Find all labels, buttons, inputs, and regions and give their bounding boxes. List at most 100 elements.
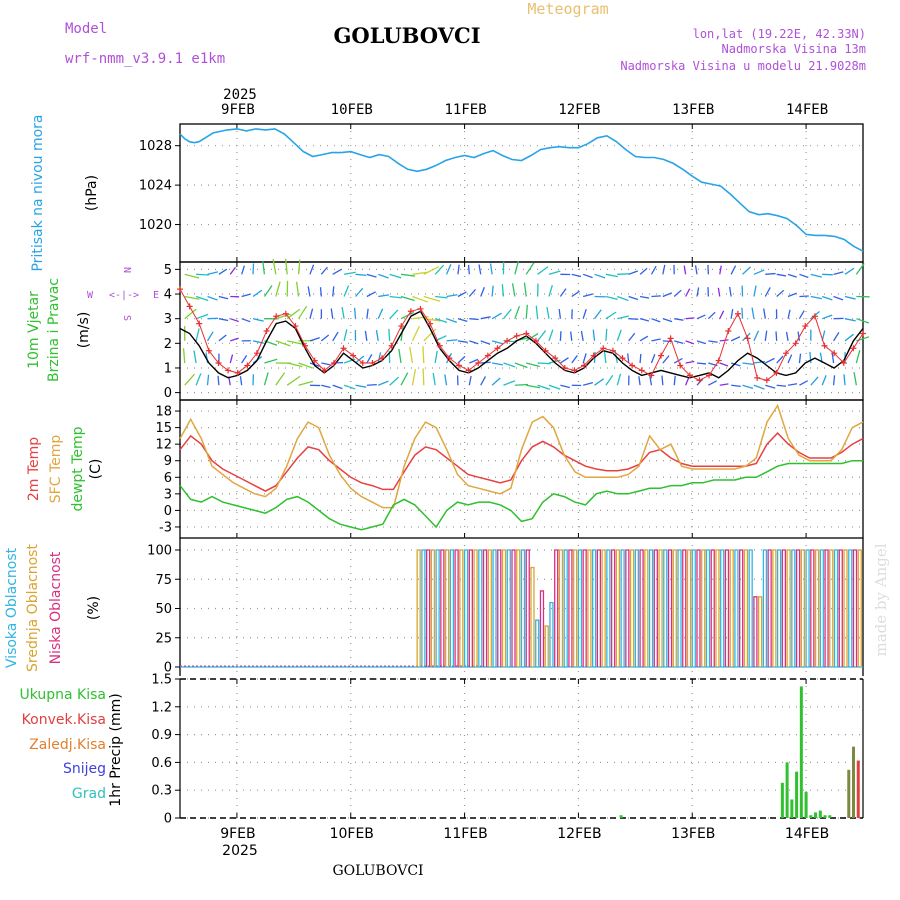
wind-arrow bbox=[719, 265, 722, 275]
wind-arrow bbox=[366, 354, 373, 364]
wind-arrow bbox=[366, 273, 377, 278]
wind-arrow bbox=[446, 339, 458, 342]
wind-arrow bbox=[526, 384, 541, 389]
wind-arrow bbox=[833, 295, 844, 301]
wind-arrow bbox=[457, 264, 460, 275]
wind-gust-marker bbox=[484, 352, 491, 359]
top-day-label: 9FEB bbox=[221, 102, 255, 118]
cloud-bar bbox=[610, 549, 616, 667]
wind-arrow bbox=[287, 340, 303, 345]
wind-gust-marker bbox=[667, 335, 674, 342]
wind-gust-marker bbox=[215, 360, 222, 367]
wind-arrow bbox=[558, 308, 562, 319]
wind-arrow bbox=[422, 368, 425, 386]
model-name: wrf-nmm_v3.9.1 e1km bbox=[65, 51, 225, 67]
wind-arrow bbox=[525, 262, 535, 275]
wind-arrow bbox=[230, 318, 239, 323]
wind-gust-marker bbox=[292, 323, 299, 330]
wind-arrow bbox=[206, 374, 210, 386]
wind-arrow bbox=[434, 318, 448, 323]
wind-arrow bbox=[844, 295, 856, 300]
cloud-bar bbox=[843, 549, 848, 667]
wind-arrow bbox=[685, 360, 695, 364]
wind-arrow bbox=[582, 353, 587, 364]
wind-gust-marker bbox=[253, 350, 260, 357]
wind-arrow bbox=[685, 288, 691, 297]
wind-arrow bbox=[480, 340, 491, 345]
wind-arrow bbox=[753, 330, 760, 342]
wind-arrow bbox=[696, 362, 707, 365]
wind-gust-marker bbox=[225, 367, 232, 374]
wind-gust-marker bbox=[638, 367, 645, 374]
cloud-bar bbox=[686, 549, 692, 667]
bottom-year-label: 2025 bbox=[222, 843, 258, 859]
wind-panel: 5 4 3 2 1 0 10m Vjetar Brzina i Pravac (m/s) N S W E… bbox=[26, 258, 870, 401]
wind-arrow bbox=[548, 284, 553, 297]
wind-gust-marker bbox=[725, 328, 732, 334]
precip-bar bbox=[619, 815, 623, 818]
wind-gust-marker bbox=[561, 364, 568, 371]
cloud-bars bbox=[416, 549, 862, 667]
location-title: GOLUBOVCI bbox=[333, 23, 480, 48]
cloud-bar bbox=[791, 549, 796, 667]
wind-arrow bbox=[218, 268, 228, 275]
cloud-bar bbox=[421, 549, 426, 667]
cloud-bar bbox=[629, 549, 635, 667]
wind-gust-marker bbox=[686, 372, 693, 379]
wind-arrow bbox=[389, 309, 399, 320]
cloud-bar bbox=[772, 549, 777, 667]
wind-arrow bbox=[594, 273, 606, 279]
cloud-bar bbox=[558, 549, 564, 667]
wind-gust-marker bbox=[407, 308, 414, 315]
wind-arrow bbox=[217, 375, 220, 386]
wind-arrow bbox=[525, 332, 539, 342]
cloud-bar bbox=[539, 590, 545, 667]
wind-arrow bbox=[776, 273, 787, 277]
wind-gust-marker bbox=[657, 352, 664, 359]
wind-gust-marker bbox=[475, 360, 482, 367]
wind-arrow bbox=[241, 355, 248, 364]
ytick-label: 4 bbox=[164, 288, 172, 303]
wind-arrow bbox=[594, 309, 602, 320]
wind-arrow bbox=[193, 350, 197, 364]
wind-arrow bbox=[673, 289, 682, 297]
ytick-label: 1020 bbox=[139, 218, 172, 233]
cloud-bar bbox=[758, 596, 763, 667]
wind-arrow bbox=[491, 285, 494, 297]
wind-arrows bbox=[182, 258, 870, 390]
top-day-label: 13FEB bbox=[672, 102, 714, 118]
wind-arrow bbox=[742, 332, 751, 342]
cloud-bar bbox=[549, 602, 554, 667]
wind-arrow bbox=[389, 295, 402, 299]
wind-gust-marker bbox=[273, 313, 280, 320]
wind-arrow bbox=[548, 329, 554, 342]
wind-arrow bbox=[364, 330, 368, 341]
wind-gust-marker bbox=[388, 342, 395, 349]
wind-arrow bbox=[798, 353, 802, 364]
wind-arrow bbox=[514, 362, 528, 369]
wind-arrow bbox=[617, 295, 629, 302]
ytick-label: 18 bbox=[155, 405, 172, 420]
wind-arrow bbox=[366, 383, 377, 386]
wind-arrow bbox=[742, 362, 754, 366]
precip-bar bbox=[823, 815, 827, 818]
wind-arrow bbox=[275, 340, 291, 347]
cloud-bar bbox=[454, 549, 459, 667]
wind-arrow bbox=[457, 291, 467, 298]
wind-arrow bbox=[332, 331, 339, 342]
wind-gust-marker bbox=[811, 313, 818, 320]
wind-arrow bbox=[787, 292, 797, 298]
top-year-label: 2025 bbox=[223, 87, 257, 103]
wind-arrow bbox=[785, 331, 789, 341]
wind-arrow bbox=[298, 380, 314, 386]
ytick-label: 1 bbox=[164, 361, 172, 376]
ytick-label: 2 bbox=[164, 337, 172, 352]
wind-arrow bbox=[674, 340, 684, 344]
cloud-bar bbox=[615, 549, 621, 667]
wind-gust-marker bbox=[465, 367, 472, 374]
wind-arrow bbox=[560, 357, 569, 364]
wind-arrow bbox=[719, 383, 729, 386]
ytick-label: 0.3 bbox=[151, 784, 172, 799]
wind-gust-marker bbox=[436, 342, 443, 349]
wind-arrow bbox=[446, 318, 458, 324]
